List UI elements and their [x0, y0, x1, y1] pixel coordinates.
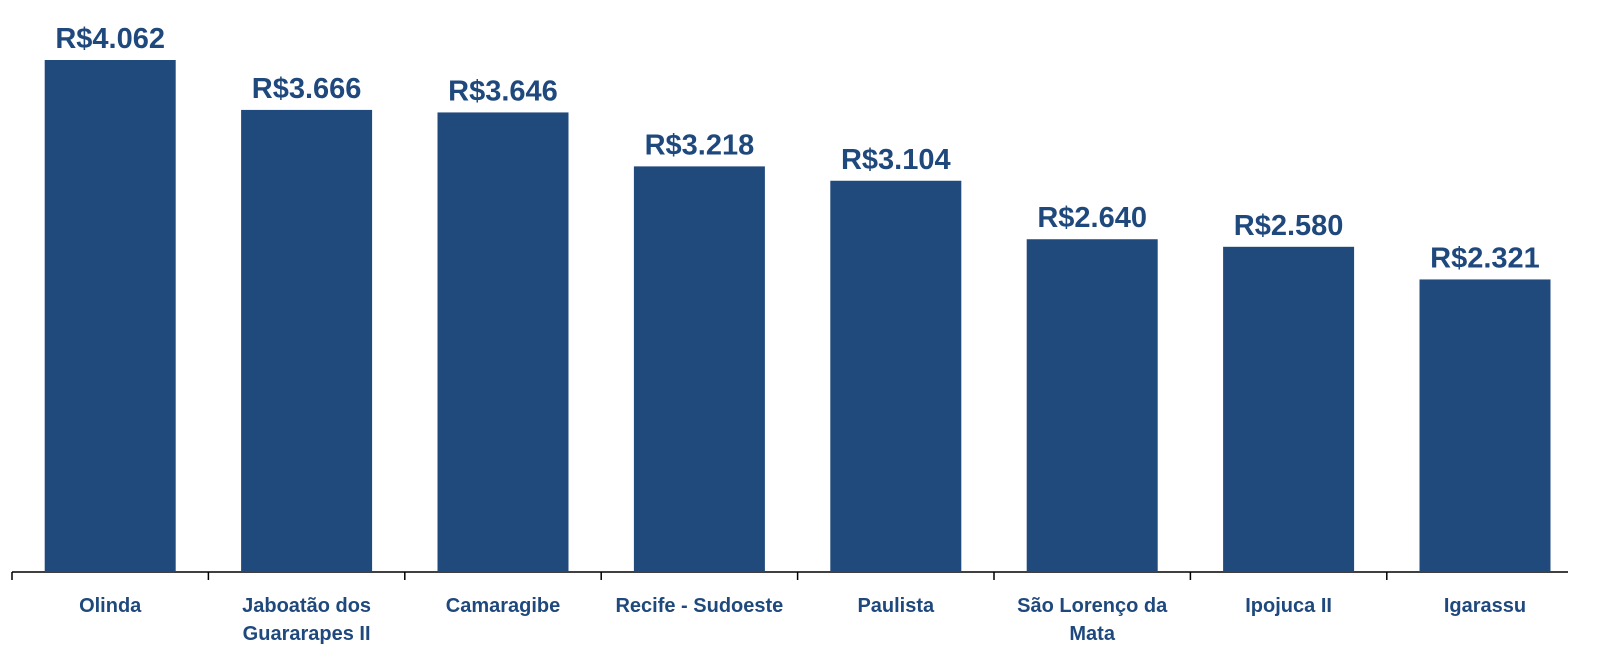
x-tick-label: Recife - Sudoeste: [615, 595, 784, 617]
bar: [1026, 239, 1158, 573]
value-label: R$3.218: [645, 129, 755, 161]
bar: [830, 180, 962, 573]
value-label: R$3.646: [448, 75, 558, 107]
value-label: R$2.640: [1037, 202, 1147, 234]
value-label: R$3.104: [841, 144, 951, 176]
x-tick-label: Igarassu: [1443, 595, 1527, 617]
x-tick-label: Ipojuca II: [1245, 595, 1332, 617]
value-label: R$2.321: [1430, 242, 1540, 274]
bar: [437, 112, 569, 573]
x-tick-label: Jaboatão dos Guararapes II: [242, 595, 372, 645]
bar: [633, 166, 765, 572]
value-label: R$2.580: [1234, 210, 1344, 242]
value-label: R$4.062: [55, 23, 165, 55]
bar: [44, 60, 176, 572]
bar: [1223, 246, 1355, 572]
x-tick-label: Camaragibe: [445, 595, 561, 617]
bar: [241, 109, 373, 572]
value-label: R$3.666: [252, 73, 362, 105]
x-tick-label: Olinda: [79, 595, 142, 617]
bar: [1419, 279, 1551, 572]
x-tick-label: São Lorenço da Mata: [1017, 595, 1168, 645]
x-tick-label: Paulista: [857, 595, 935, 617]
